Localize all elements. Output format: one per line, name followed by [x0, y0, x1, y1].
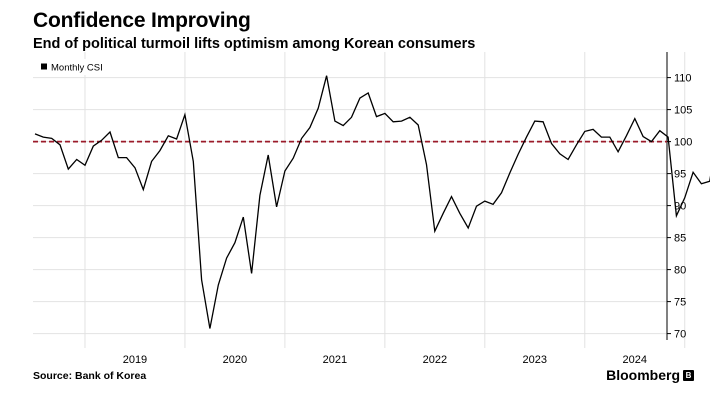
source-note: Source: Bank of Korea	[33, 370, 147, 382]
y-tick-label-80: 80	[674, 265, 686, 277]
series-line-monthly-csi	[34, 75, 710, 329]
x-tick-label-2023: 2023	[523, 354, 547, 366]
y-tick-label-75: 75	[674, 297, 686, 309]
x-tick-label-2021: 2021	[323, 354, 347, 366]
legend-box	[32, 59, 114, 75]
brand-name: Bloomberg	[606, 367, 680, 383]
y-tick-label-105: 105	[674, 105, 692, 117]
chart-subtitle: End of political turmoil lifts optimism …	[33, 36, 476, 52]
x-tick-label-2022: 2022	[423, 354, 447, 366]
y-tick-label-70: 70	[674, 329, 686, 341]
y-tick-label-110: 110	[674, 73, 692, 85]
x-axis-ticks: 2019202020212022202320242025	[123, 354, 647, 366]
bloomberg-mark-icon: B	[683, 369, 694, 381]
x-gridlines	[84, 52, 686, 348]
legend-swatch	[41, 63, 47, 70]
chart-title: Confidence Improving	[33, 9, 251, 32]
gridlines	[33, 77, 667, 335]
y-tick-label-100: 100	[674, 137, 692, 149]
brand-logo: Bloomberg B	[606, 367, 694, 383]
legend-label: Monthly CSI	[51, 63, 103, 74]
legend: Monthly CSI	[32, 59, 114, 75]
x-tick-label-2019: 2019	[123, 354, 147, 366]
x-tick-label-2024: 2024	[623, 354, 647, 366]
y-tick-label-85: 85	[674, 233, 686, 245]
x-tick-label-2020: 2020	[223, 354, 247, 366]
y-tick-label-95: 95	[674, 169, 686, 181]
